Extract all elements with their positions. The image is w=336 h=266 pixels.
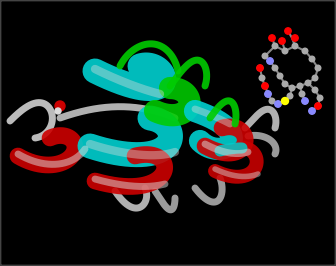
- Circle shape: [269, 35, 275, 41]
- Circle shape: [309, 56, 315, 62]
- Circle shape: [262, 83, 268, 89]
- Circle shape: [302, 48, 308, 54]
- Circle shape: [275, 101, 281, 107]
- Circle shape: [312, 75, 318, 81]
- Circle shape: [282, 48, 288, 54]
- Circle shape: [289, 85, 295, 91]
- Circle shape: [292, 43, 298, 49]
- Circle shape: [265, 91, 271, 97]
- Circle shape: [302, 98, 308, 104]
- Circle shape: [285, 28, 291, 34]
- Circle shape: [267, 58, 273, 64]
- Circle shape: [262, 53, 268, 59]
- Circle shape: [257, 65, 263, 71]
- Circle shape: [282, 98, 288, 104]
- Circle shape: [282, 81, 288, 87]
- Circle shape: [302, 98, 308, 104]
- Circle shape: [305, 80, 311, 86]
- Circle shape: [317, 95, 323, 101]
- Circle shape: [267, 58, 273, 64]
- Circle shape: [272, 43, 278, 49]
- Circle shape: [282, 98, 289, 105]
- Circle shape: [275, 101, 281, 107]
- Circle shape: [315, 103, 321, 109]
- Circle shape: [309, 108, 315, 114]
- Circle shape: [292, 35, 298, 41]
- Circle shape: [309, 108, 315, 114]
- Circle shape: [299, 91, 305, 97]
- Circle shape: [297, 83, 303, 89]
- Circle shape: [312, 87, 318, 93]
- Circle shape: [287, 93, 293, 99]
- Circle shape: [259, 75, 265, 81]
- Circle shape: [272, 65, 278, 71]
- Circle shape: [269, 98, 275, 104]
- Circle shape: [257, 65, 263, 71]
- Circle shape: [55, 108, 61, 114]
- Circle shape: [55, 101, 65, 111]
- Circle shape: [315, 65, 321, 71]
- Circle shape: [262, 83, 268, 89]
- Circle shape: [265, 91, 271, 97]
- Circle shape: [315, 103, 321, 109]
- Circle shape: [277, 73, 283, 79]
- Circle shape: [279, 38, 285, 44]
